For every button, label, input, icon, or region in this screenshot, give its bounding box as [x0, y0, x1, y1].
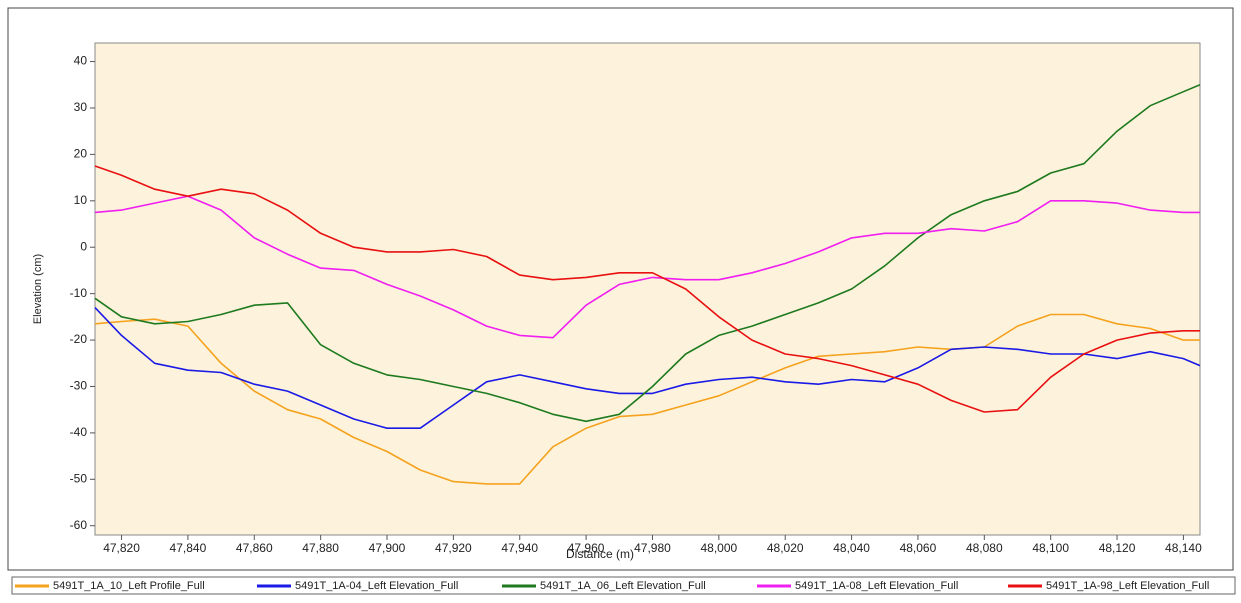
x-tick-label: 47,820 [103, 541, 140, 555]
series-line [94, 195, 1200, 339]
plot-area [94, 42, 1201, 536]
y-tick-label: -40 [70, 425, 88, 439]
x-tick-label: 48,000 [700, 541, 737, 555]
y-tick-label: 40 [74, 54, 88, 68]
y-axis-label: Elevation (cm) [32, 254, 44, 324]
x-tick-label: 47,860 [236, 541, 273, 555]
x-tick-label: 48,020 [767, 541, 804, 555]
x-tick-label: 47,900 [369, 541, 406, 555]
x-tick-label: 47,960 [568, 541, 605, 555]
x-tick-label: 47,880 [302, 541, 339, 555]
series-line [94, 313, 1200, 485]
legend-label: 5491T_1A-98_Left Elevation_Full [1046, 580, 1209, 592]
x-tick-label: 48,140 [1165, 541, 1202, 555]
y-tick-label: -60 [70, 518, 88, 532]
series-line [94, 84, 1201, 423]
series-line [94, 165, 1200, 413]
x-tick-label: 48,120 [1099, 541, 1136, 555]
legend-label: 5491T_1A_10_Left Profile_Full [53, 580, 205, 592]
x-tick-label: 48,100 [1032, 541, 1069, 555]
x-axis-label: Distance (m) [566, 547, 634, 561]
y-tick-label: -50 [70, 471, 88, 485]
y-tick-label: 10 [74, 193, 88, 207]
legend [11, 576, 1236, 595]
x-tick-label: 48,060 [900, 541, 937, 555]
y-tick-label: -30 [70, 379, 88, 393]
x-tick-label: 48,080 [966, 541, 1003, 555]
y-tick-label: -10 [70, 286, 88, 300]
legend-label: 5491T_1A_06_Left Elevation_Full [540, 580, 706, 592]
x-tick-label: 47,920 [435, 541, 472, 555]
legend-label: 5491T_1A-08_Left Elevation_Full [795, 580, 958, 592]
x-tick-label: 47,840 [170, 541, 207, 555]
y-tick-label: 20 [74, 147, 88, 161]
y-tick-label: -20 [70, 332, 88, 346]
y-tick-label: 30 [74, 100, 88, 114]
series-line [94, 307, 1201, 429]
x-tick-label: 47,940 [501, 541, 538, 555]
y-tick-label: 0 [80, 239, 87, 253]
x-tick-label: 47,980 [634, 541, 671, 555]
x-tick-label: 48,040 [833, 541, 870, 555]
legend-label: 5491T_1A-04_Left Elevation_Full [295, 580, 458, 592]
